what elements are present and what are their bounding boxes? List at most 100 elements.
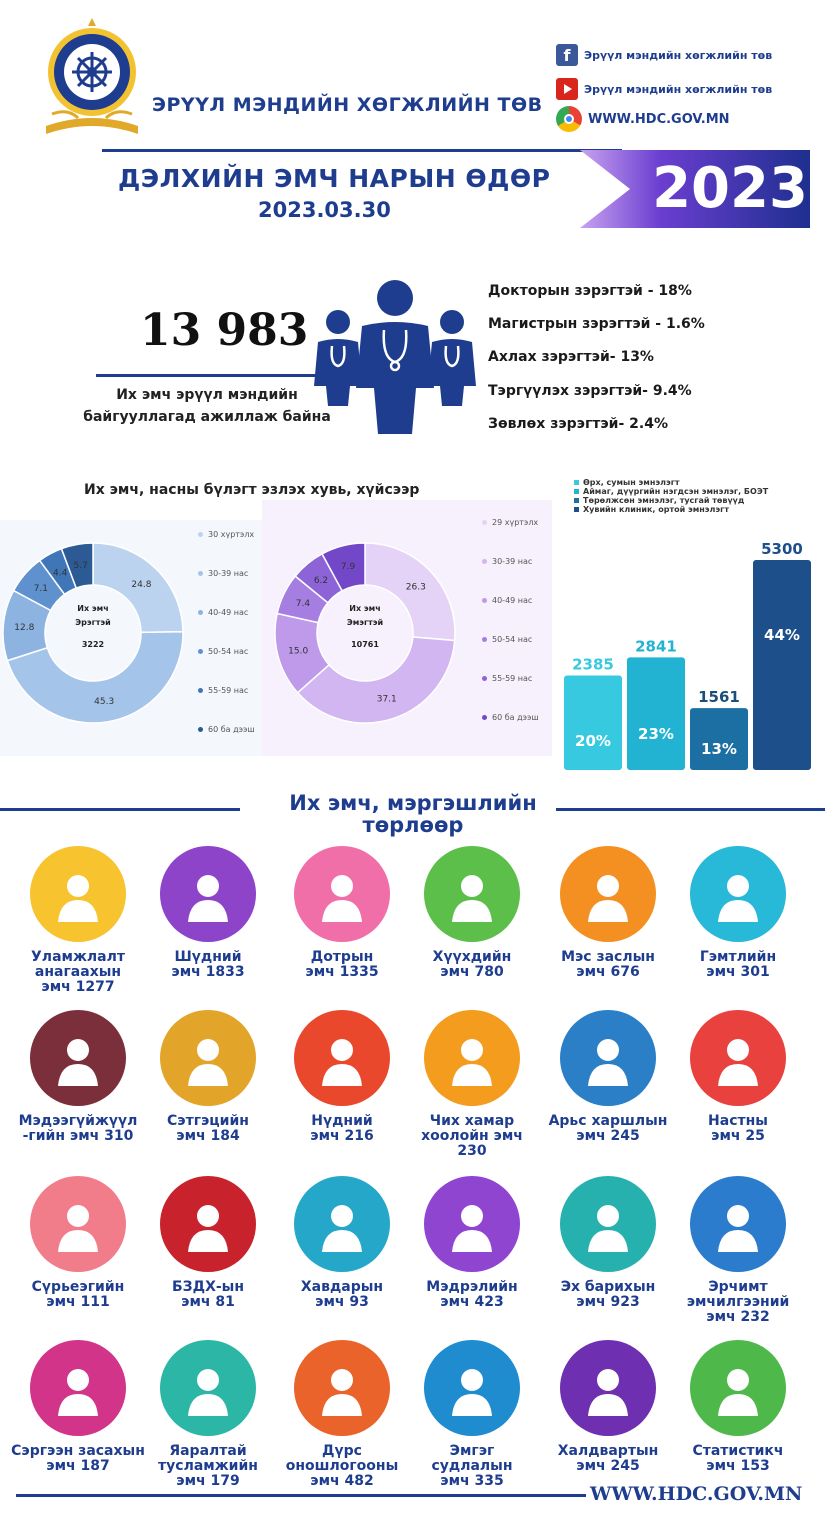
elderly-icon-body [718,1064,758,1086]
specialty-label: Уламжлалт анагаахын эмч 1277 [31,949,125,995]
ambulance-icon [160,1340,256,1436]
ribbon-icon-body [188,1230,228,1252]
specialty-card: Гэмтлийн эмч 301 [668,846,808,980]
female-donut-legend: 29 хүртэлх 30-39 нас 40-49 нас 50-54 нас 55-… [482,518,552,752]
specialty-label: Мэдээгүйжүүл -гийн эмч 310 [18,1113,138,1144]
icu-bed-icon-body [718,1230,758,1252]
specialty-label: Настны эмч 25 [708,1113,768,1144]
eye-icon-body [322,1064,362,1086]
specialty-label: Мэдрэлийн эмч 423 [426,1279,518,1310]
male-legend-label: 30 хүртэлх [208,530,255,539]
ribbon-icon-head [197,1205,219,1227]
website-link[interactable]: WWW.HDC.GOV.MN [556,106,730,132]
male-center-label-1: Их эмч [77,604,109,613]
specialty-label: Арьс харшлын эмч 245 [548,1113,668,1144]
ribbon-icon-glyph [188,1205,228,1252]
female-legend-swatch [482,715,487,720]
female-slice-1 [364,542,456,642]
lungs-icon-body [58,1230,98,1252]
specialty-label: Эрчимт эмчилгээний эмч 232 [686,1279,790,1325]
doctor-woman-icon-body [58,900,98,922]
degree-senior: Ахлах зэрэгтэй- 13% [488,349,654,365]
eye-icon-head [331,1039,353,1061]
desc-line-2: байгууллагад ажиллаж байна [83,409,331,425]
specialty-card: Эх барихын эмч 923 [538,1176,678,1310]
male-legend-swatch [198,727,203,732]
radiology-icon-body [322,1394,362,1416]
doctors-group-icon [314,280,476,434]
specialty-card: Чих хамар хоолойн эмч 230 [402,1010,542,1159]
bar-percent-label-1: 20% [575,732,611,750]
cough-icon-head [597,1369,619,1391]
injury-icon [690,846,786,942]
degree-leading: Тэргүүлэх зэрэгтэй- 9.4% [488,383,692,399]
specialty-label: Шүдний эмч 1833 [171,949,245,980]
male-legend-item: 30 хүртэлх [198,530,268,539]
bar-legend-label: Өрх, сумын эмнэлэгт [583,478,680,487]
bar-percent-label-4: 44% [764,626,800,644]
male-slice-1 [92,542,184,634]
male-legend-swatch [198,610,203,615]
elderly-icon-head [727,1039,749,1061]
specialty-label: БЗДХ-ын эмч 81 [171,1279,245,1310]
specialty-card: Мэдээгүйжүүл -гийн эмч 310 [8,1010,148,1144]
male-slice-label-3: 12.8 [14,623,34,633]
bar-percent-label-2: 23% [638,725,674,743]
male-legend-item: 40-49 нас [198,608,268,617]
stethoscope-icon-glyph [322,875,362,922]
massage-icon-glyph [58,1369,98,1416]
injury-icon-head [727,875,749,897]
statistics-icon-head [727,1369,749,1391]
baby-icon [424,846,520,942]
total-doctors-value: 13 983 [140,305,309,356]
ent-icon-head [461,1039,483,1061]
bar-legend-label: Төрөлжсөн эмнэлэг, тусгай төвүүд [583,496,745,505]
specialty-label: Чих хамар хоолойн эмч 230 [421,1113,523,1159]
bar-legend-item: Аймаг, дүүргийн нэгдсэн эмнэлэг, БОЭТ [574,487,814,496]
specialty-card: Эрчимт эмчилгээний эмч 232 [668,1176,808,1325]
female-legend-label: 60 ба дээш [492,713,539,722]
surgery-icon-body [588,900,628,922]
microscope-icon-body [452,1394,492,1416]
facebook-link[interactable]: f Эрүүл мэндийн хөгжлийн төв [556,44,772,66]
anesthesia-icon-body [58,1064,98,1086]
injury-icon-body [718,900,758,922]
male-slice-6 [60,542,94,590]
total-doctors-desc: Их эмч эрүүл мэндийн байгууллагад ажилла… [82,384,332,428]
cancer-cell-icon-glyph [322,1205,362,1252]
youtube-icon [556,78,578,100]
stethoscope-icon-body [322,900,362,922]
bar-1 [564,675,622,770]
baby-icon-glyph [452,875,492,922]
specialty-label: Эх барихын эмч 923 [560,1279,656,1310]
female-slice-label-2: 37.1 [377,694,397,704]
statistics-icon-body [718,1394,758,1416]
surgery-icon-glyph [588,875,628,922]
bar-legend-swatch [574,480,579,485]
male-legend-item: 30-39 нас [198,569,268,578]
ribbon-icon [160,1176,256,1272]
youtube-link[interactable]: Эрүүл мэндийн хөгжлийн төв [556,78,772,100]
website-label: WWW.HDC.GOV.MN [588,111,730,127]
bar-legend-item: Төрөлжсөн эмнэлэг, тусгай төвүүд [574,496,814,505]
specialty-label: Гэмтлийн эмч 301 [699,949,777,980]
footer-website[interactable]: WWW.HDC.GOV.MN [590,1483,803,1505]
specialty-card: Дүрс оношлогооны эмч 482 [272,1340,412,1489]
bar-legend-label: Аймаг, дүүргийн нэгдсэн эмнэлэг, БОЭТ [583,487,769,496]
bar-value-label-1: 2385 [572,656,614,674]
mental-icon-glyph [188,1039,228,1086]
youtube-label: Эрүүл мэндийн хөгжлийн төв [584,82,773,96]
bar-chart: 2385 20% 2841 23% 1561 13% 5300 44% [564,540,811,770]
stethoscope-icon-head [331,875,353,897]
stethoscope-icon [294,846,390,942]
massage-icon-body [58,1394,98,1416]
skin-icon-head [597,1039,619,1061]
facebook-icon: f [556,44,578,66]
dentist-icon-head [197,875,219,897]
female-legend-item: 50-54 нас [482,635,552,644]
statistics-icon-glyph [718,1369,758,1416]
year-label: 2023 [652,156,808,221]
specialties-title: Их эмч, мэргэшлийн төрлөөр [230,792,596,836]
ambulance-icon-head [197,1369,219,1391]
bar-percent-label-3: 13% [701,740,737,758]
